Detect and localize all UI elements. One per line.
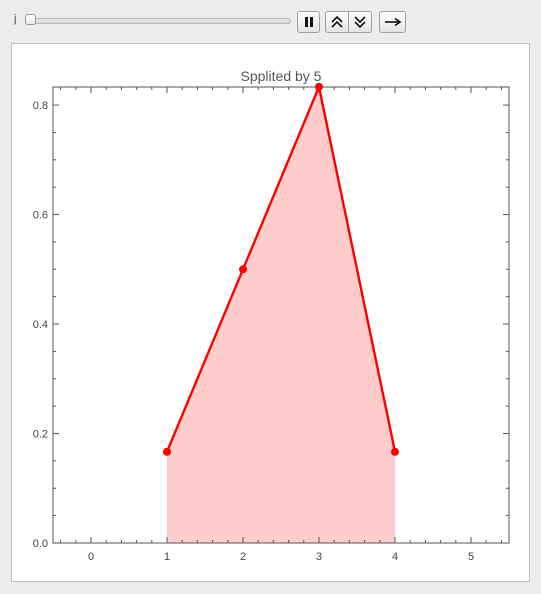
y-tick-label: 0.6	[33, 210, 48, 222]
x-tick-label: 4	[392, 551, 398, 563]
j-slider-track[interactable]	[27, 18, 291, 24]
y-tick-label: 0.0	[33, 538, 48, 550]
slower-button[interactable]	[348, 11, 372, 33]
x-tick-label: 3	[316, 551, 322, 563]
y-tick-label: 0.2	[33, 429, 48, 441]
double-chevron-down-icon	[354, 16, 366, 29]
y-tick-label: 0.8	[33, 100, 48, 112]
x-tick-label: 1	[164, 551, 170, 563]
data-point	[315, 82, 323, 91]
x-tick-label: 0	[88, 551, 94, 563]
pause-icon	[304, 17, 313, 27]
data-point	[239, 265, 247, 274]
series-line	[165, 82, 397, 453]
faster-button[interactable]	[325, 11, 349, 33]
area-fill	[167, 86, 395, 544]
j-slider-thumb[interactable]	[25, 14, 36, 25]
area-chart: Spplited by 5 0 1 2 3 4 5 0.0 0.2 0.4 0.6 0.8	[33, 68, 510, 563]
animation-controls: j	[0, 0, 541, 40]
double-chevron-up-icon	[331, 15, 343, 28]
pause-button[interactable]	[297, 11, 320, 33]
output-panel: Spplited by 5 0 1 2 3 4 5 0.0 0.2 0.4 0.6 0.8	[11, 43, 530, 582]
data-point	[391, 447, 399, 456]
step-forward-button[interactable]	[379, 11, 406, 33]
x-tick-label: 2	[240, 551, 246, 563]
y-tick-label: 0.4	[33, 319, 48, 331]
arrow-right-icon	[384, 17, 401, 27]
plot-frame	[52, 86, 510, 544]
x-tick-label: 5	[468, 551, 474, 563]
slider-label: j	[14, 13, 17, 25]
chart-title: Spplited by 5	[241, 68, 322, 84]
data-point	[163, 447, 171, 456]
